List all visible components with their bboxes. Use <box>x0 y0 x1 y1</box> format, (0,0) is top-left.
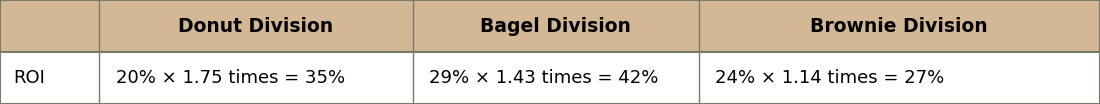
Text: 29% × 1.43 times = 42%: 29% × 1.43 times = 42% <box>429 69 659 87</box>
Text: Donut Division: Donut Division <box>178 17 333 35</box>
Text: ROI: ROI <box>13 69 45 87</box>
Text: Bagel Division: Bagel Division <box>480 17 631 35</box>
Bar <box>0 0 1100 52</box>
Text: 20% × 1.75 times = 35%: 20% × 1.75 times = 35% <box>116 69 344 87</box>
Text: 24% × 1.14 times = 27%: 24% × 1.14 times = 27% <box>715 69 944 87</box>
Text: Brownie Division: Brownie Division <box>811 17 988 35</box>
